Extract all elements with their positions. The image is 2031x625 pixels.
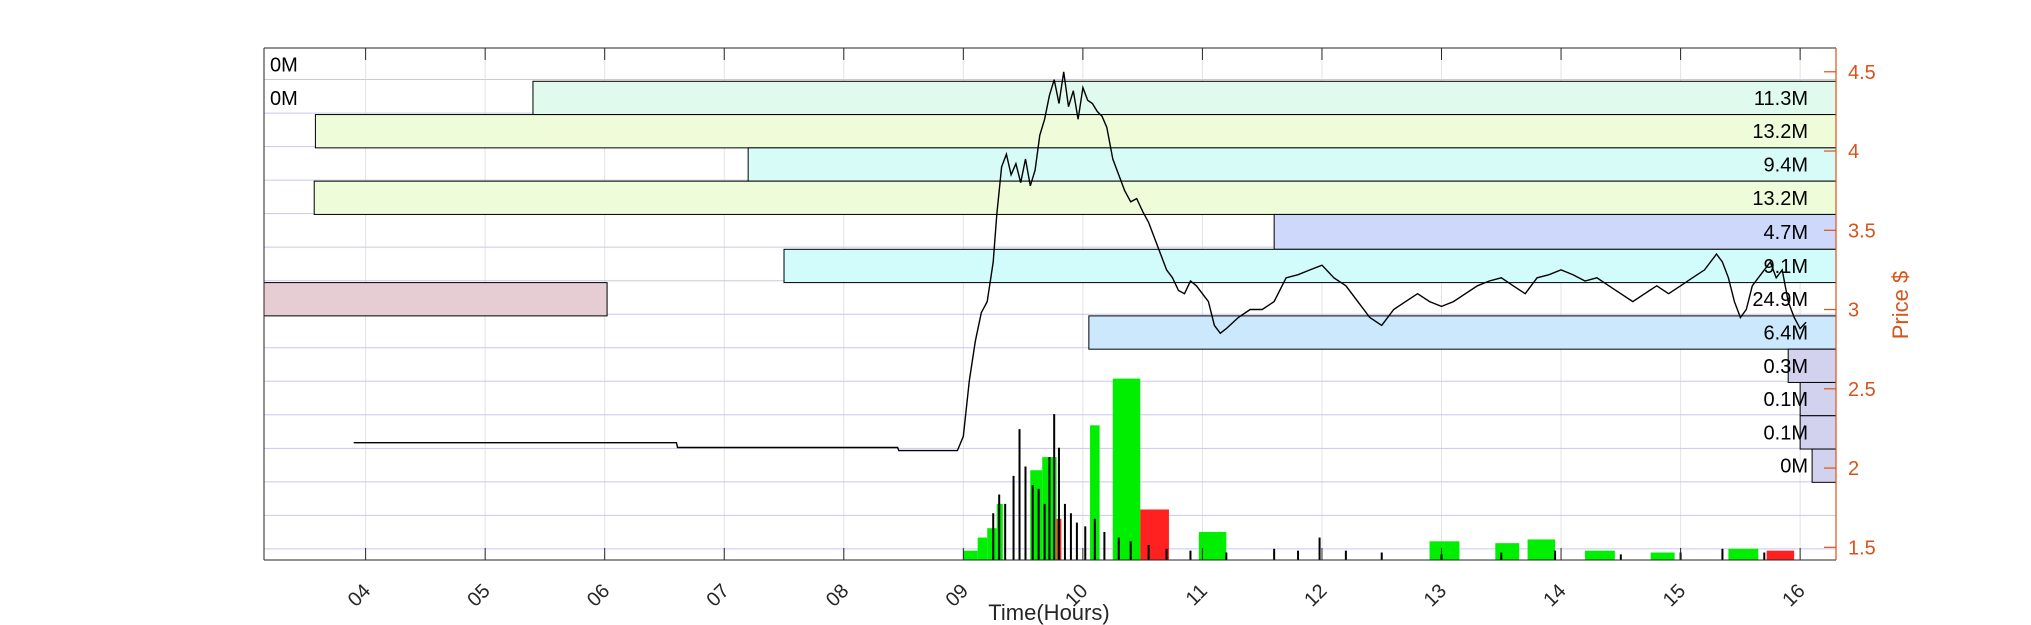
buy-volume-bar	[977, 537, 988, 560]
buy-volume-bar	[1527, 539, 1556, 560]
profile-volume-label: 13.2M	[1752, 188, 1808, 210]
profile-bar	[263, 282, 608, 317]
profile-volume-label: 0.3M	[1764, 356, 1808, 378]
axes	[263, 47, 1837, 561]
price-tick-label: 4.5	[1848, 62, 1876, 84]
price-tick-label: 1.5	[1848, 537, 1876, 559]
profile-bar	[532, 80, 1837, 116]
profile-volume-label: 0M	[270, 88, 298, 110]
profile-bar	[313, 180, 1837, 215]
profile-volume-label: 11.3M	[1754, 88, 1808, 110]
x-tick-label: 12	[1300, 580, 1331, 611]
price-line-group	[353, 71, 1807, 452]
buy-volume-bar	[987, 528, 997, 560]
profile-volume-label: 9.4M	[1764, 155, 1808, 177]
profile-bar	[1787, 348, 1837, 383]
profile-bar	[783, 248, 1837, 284]
profile-volume-label: 0M	[270, 55, 298, 77]
profile-volume-label: 0.1M	[1764, 389, 1808, 411]
profile-bar	[314, 114, 1837, 149]
sell-volume-bar	[1766, 550, 1795, 560]
price-tick-label: 3	[1848, 300, 1859, 322]
buy-volume-bar	[1495, 543, 1520, 560]
profile-volume-label: 0.1M	[1764, 422, 1808, 444]
x-tick-label: 16	[1778, 580, 1809, 611]
x-tick-label: 08	[822, 580, 853, 611]
buy-volume-bar	[1429, 541, 1460, 560]
price-tick-label: 2.5	[1848, 379, 1876, 401]
profile-volume-label: 0M	[1780, 456, 1808, 478]
buy-volume-bar	[1112, 378, 1141, 560]
profile-volume-label: 4.7M	[1764, 222, 1808, 244]
price-line	[353, 71, 1807, 452]
profile-bar	[1273, 213, 1837, 250]
x-tick-label: 14	[1539, 580, 1570, 611]
x-tick-label: 04	[344, 580, 375, 611]
price-tick-label: 3.5	[1848, 220, 1876, 242]
buy-volume-bar	[1584, 550, 1615, 560]
buy-volume-bar	[963, 550, 978, 560]
buy-volume-bar	[1650, 552, 1675, 560]
x-tick-label: 15	[1659, 580, 1690, 611]
price-tick-label: 4	[1848, 141, 1859, 163]
buy-volume-bar	[1030, 470, 1043, 560]
x-tick-label: 05	[463, 580, 494, 611]
x-axis-label: Time(Hours)	[988, 600, 1109, 625]
profile-volume-label: 9.1M	[1764, 256, 1808, 278]
profile-volume-label: 6.4M	[1764, 323, 1808, 345]
price-axis-label: Price $	[1888, 271, 1913, 339]
x-tick-label: 07	[702, 580, 733, 611]
profile-bar	[747, 147, 1837, 182]
sell-volume-bar	[1140, 509, 1169, 560]
x-tick-label: 06	[583, 580, 614, 611]
profile-volume-label: 13.2M	[1752, 121, 1808, 143]
price-tick-label: 2	[1848, 458, 1859, 480]
volume-spikes	[992, 414, 1766, 560]
profile-bar	[1088, 315, 1837, 350]
profile-volume-label: 24.9M	[1752, 289, 1808, 311]
buy-volume-bar	[1728, 548, 1759, 560]
profile-bar	[1811, 448, 1837, 483]
x-tick-label: 09	[942, 580, 973, 611]
buy-volume-bar	[1090, 425, 1100, 560]
buy-volume-bar	[1198, 531, 1227, 560]
x-tick-label: 13	[1420, 580, 1451, 611]
x-tick-label: 11	[1182, 580, 1212, 610]
profile-bar	[1799, 381, 1837, 417]
